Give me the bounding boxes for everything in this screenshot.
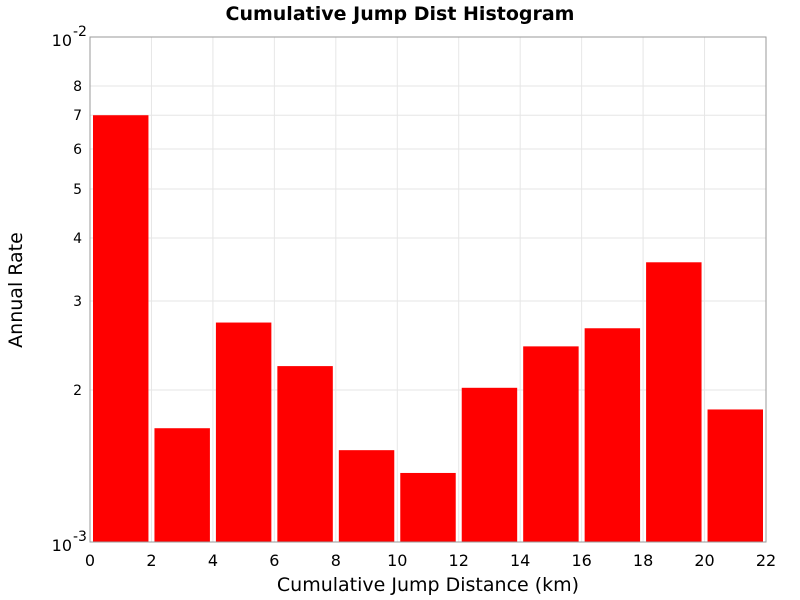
y-tick-label: 6 [73,142,82,158]
x-tick-label: 0 [85,551,95,570]
y-major-tick-base: 10 [52,536,72,555]
x-tick-label: 4 [208,551,218,570]
x-tick-label: 6 [269,551,279,570]
plot-frame [89,36,767,543]
x-tick-label: 14 [510,551,530,570]
x-tick-label: 16 [571,551,591,570]
x-tick-label: 20 [694,551,714,570]
y-major-tick-exponent: -3 [73,529,87,545]
x-tick-label: 8 [331,551,341,570]
x-tick-label: 12 [449,551,469,570]
histogram-bar [277,366,333,542]
chart-title: Cumulative Jump Dist Histogram [226,3,575,25]
x-axis-ticks: 0 2 4 6 8 10 12 14 16 18 20 22 [85,551,776,570]
x-tick-label: 22 [756,551,776,570]
histogram-bar [338,450,395,542]
y-tick-label: 3 [73,294,82,310]
y-major-tick-exponent: -2 [73,24,87,40]
histogram-bar [523,346,579,542]
bars [93,115,763,542]
x-tick-label: 2 [146,551,156,570]
histogram-bar [584,328,641,542]
y-axis-label: Annual Rate [5,232,27,348]
histogram-bar [461,387,518,542]
y-tick-label: 2 [73,383,82,399]
histogram-bar [400,472,456,542]
histogram-bar [154,428,210,542]
histogram-bar [215,322,272,542]
histogram-bar [93,115,149,542]
x-axis-label: Cumulative Jump Distance (km) [277,574,579,596]
y-tick-label: 8 [73,79,82,95]
histogram-bar [646,262,702,542]
x-tick-label: 10 [387,551,407,570]
y-tick-label: 7 [73,108,82,124]
y-tick-label: 5 [73,182,82,198]
y-tick-label: 4 [73,231,82,247]
x-tick-label: 18 [633,551,653,570]
histogram-bar [707,409,763,542]
y-major-tick-base: 10 [52,31,72,50]
